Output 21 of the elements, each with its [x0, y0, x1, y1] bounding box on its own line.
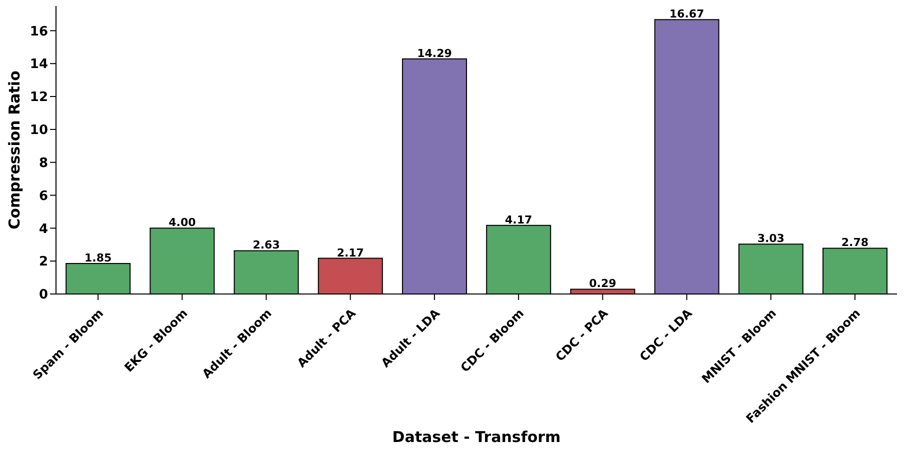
data-label: 2.63: [252, 238, 280, 252]
y-tick-label: 8: [38, 156, 48, 171]
data-label: 3.03: [757, 232, 784, 246]
y-tick-label: 0: [38, 288, 48, 303]
data-label: 16.67: [669, 8, 704, 21]
y-tick-label: 10: [30, 123, 48, 138]
data-label: 4.00: [168, 216, 196, 230]
y-tick-label: 6: [38, 188, 48, 204]
y-tick-label: 14: [30, 57, 48, 72]
y-tick-label: 12: [30, 90, 48, 106]
data-label: 4.17: [505, 213, 532, 226]
x-axis-title: Dataset - Transform: [392, 428, 561, 446]
data-label: 0.29: [589, 277, 616, 290]
y-tick-label: 4: [38, 222, 48, 237]
data-label: 2.17: [336, 246, 364, 260]
data-label: 14.29: [417, 46, 452, 60]
data-label: 1.85: [84, 252, 112, 265]
data-label: 2.78: [841, 236, 869, 250]
y-tick-label: 16: [30, 24, 48, 40]
y-tick-label: 2: [38, 254, 48, 270]
y-axis-title: Compression Ratio: [5, 70, 24, 230]
